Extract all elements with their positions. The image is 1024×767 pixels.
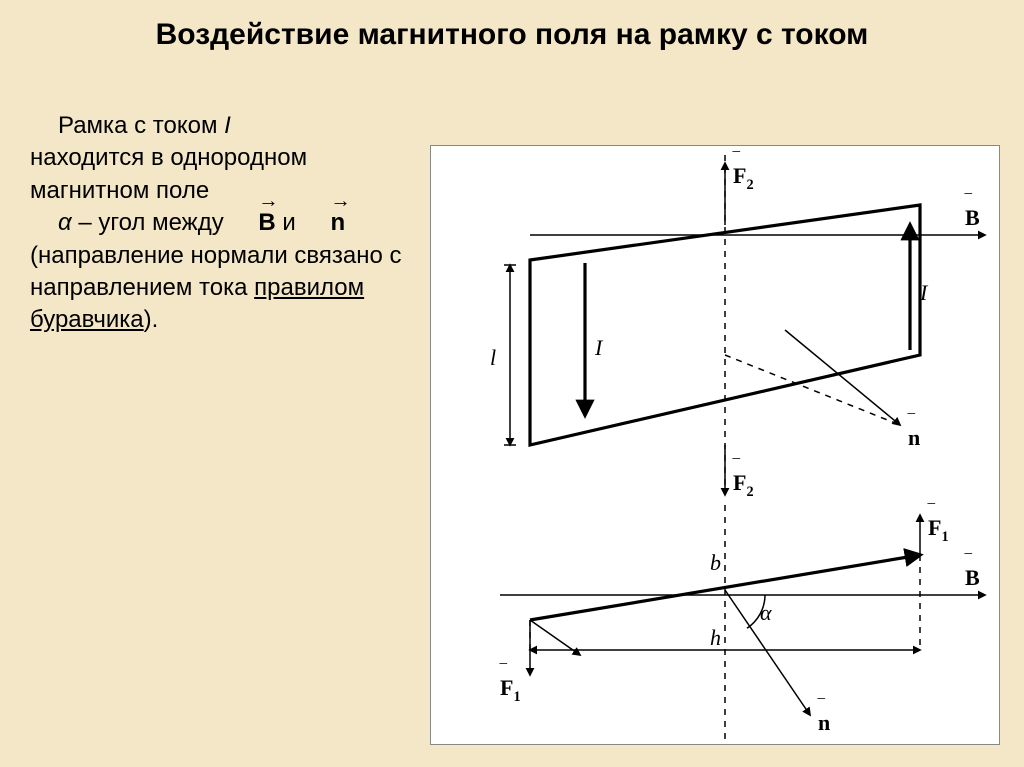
text-p3end: ). [144,306,159,333]
svg-text:‾F2: ‾F2 [732,150,754,193]
svg-text:I: I [594,335,604,360]
text-I: I [224,112,231,139]
vector-B: B [230,207,275,239]
svg-text:‾B: ‾B [964,192,980,230]
text-alpha: α [58,209,72,236]
page-title: Воздействие магнитного поля на рамку с т… [0,18,1024,52]
svg-text:α: α [760,600,772,625]
svg-text:‾F1: ‾F1 [499,662,521,705]
vector-n: n [303,207,346,239]
svg-text:‾n: ‾n [907,412,920,450]
page: Воздействие магнитного поля на рамку с т… [0,0,1024,767]
svg-text:I: I [919,280,929,305]
svg-text:b: b [710,550,721,575]
text-p1a: Рамка с током [58,112,224,139]
text-p2c: и [276,209,303,236]
svg-text:‾F1: ‾F1 [927,502,949,545]
svg-text:h: h [710,625,721,650]
physics-diagram: ‾B ‾F2 ‾F2 I I ‾n l ‾B b ‾F1 ‾F1 ‾n α h [430,145,1000,745]
svg-text:‾B: ‾B [964,552,980,590]
svg-text:l: l [490,345,496,370]
svg-text:‾n: ‾n [817,697,830,735]
explanation-text: Рамка с током I находится в однородном м… [30,110,410,337]
text-p1b: находится в однородном магнитном поле [30,142,410,207]
svg-text:‾F2: ‾F2 [732,457,754,500]
text-p2b: – угол между [72,209,231,236]
